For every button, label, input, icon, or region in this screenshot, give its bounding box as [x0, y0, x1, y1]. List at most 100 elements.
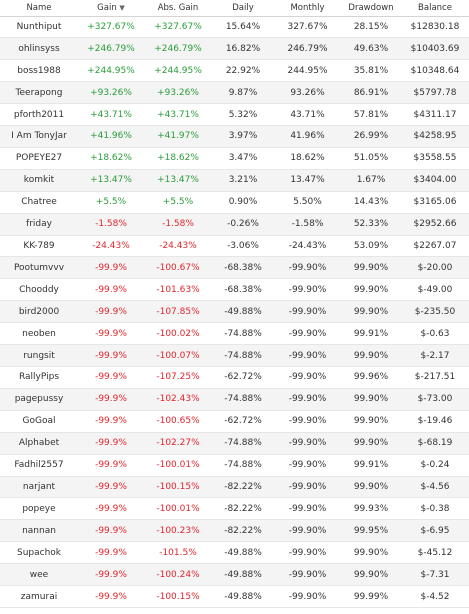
cell-drawdown: 99.90%: [341, 541, 401, 565]
cell-balance: $-0.24: [401, 454, 469, 477]
cell-name[interactable]: pagepussy: [0, 388, 78, 411]
cell-name[interactable]: neoben: [0, 322, 78, 346]
cell-daily: -3.06%: [212, 235, 274, 258]
cell-name[interactable]: Teerapong: [0, 81, 78, 105]
cell-name[interactable]: bird2000: [0, 300, 78, 324]
table-row[interactable]: nannan -99.9% -100.23% -82.22% -99.90% 99.95%…: [0, 519, 469, 543]
cell-name[interactable]: zamurai: [0, 585, 78, 608]
cell-balance: $-7.31: [401, 563, 469, 587]
table-row[interactable]: Fadhil2557 -99.9% -100.01% -74.88% -99.90% 99…: [0, 454, 469, 477]
cell-name[interactable]: pforth2011: [0, 103, 78, 127]
column-header-drawdown[interactable]: Drawdown: [341, 0, 401, 17]
table-row[interactable]: Alphabet -99.9% -102.27% -74.88% -99.90% 99.9…: [0, 432, 469, 455]
cell-abs-gain: -100.65%: [144, 410, 212, 433]
cell-name[interactable]: POPEYE27: [0, 147, 78, 170]
table-row[interactable]: komkit +13.47% +13.47% 3.21% 13.47% 1.67% $340…: [0, 169, 469, 192]
table-row[interactable]: bird2000 -99.9% -107.85% -49.88% -99.90% 99.9…: [0, 300, 469, 324]
cell-drawdown: 1.67%: [341, 169, 401, 192]
cell-drawdown: 99.91%: [341, 454, 401, 477]
table-row[interactable]: Nunthiput +327.67% +327.67% 15.64% 327.67% 28…: [0, 16, 469, 39]
cell-name[interactable]: Supachok: [0, 541, 78, 565]
cell-name[interactable]: narjant: [0, 476, 78, 499]
table-row[interactable]: friday -1.58% -1.58% -0.26% -1.58% 52.33% $295…: [0, 213, 469, 236]
cell-balance: $-235.50: [401, 300, 469, 324]
cell-name[interactable]: I Am TonyJar: [0, 125, 78, 148]
cell-gain: -99.9%: [78, 541, 144, 565]
cell-monthly: -99.90%: [274, 322, 341, 346]
cell-name[interactable]: komkit: [0, 169, 78, 192]
table-row[interactable]: pforth2011 +43.71% +43.71% 5.32% 43.71% 57.81…: [0, 103, 469, 127]
cell-balance: $-49.00: [401, 278, 469, 302]
table-row[interactable]: popeye -99.9% -100.01% -82.22% -99.90% 99.93%…: [0, 497, 469, 521]
table-row[interactable]: zamurai -99.9% -100.15% -49.88% -99.90% 99.99…: [0, 585, 469, 608]
cell-name[interactable]: popeye: [0, 497, 78, 521]
table-row[interactable]: ohlinsyss +246.79% +246.79% 16.82% 246.79% 49…: [0, 37, 469, 61]
cell-daily: -74.88%: [212, 432, 274, 455]
table-row[interactable]: Teerapong +93.26% +93.26% 9.87% 93.26% 86.91%…: [0, 81, 469, 105]
cell-monthly: -99.90%: [274, 366, 341, 389]
cell-name[interactable]: GoGoal: [0, 410, 78, 433]
cell-name[interactable]: Fadhil2557: [0, 454, 78, 477]
cell-daily: 22.92%: [212, 59, 274, 83]
cell-balance: $2267.07: [401, 235, 469, 258]
cell-drawdown: 99.90%: [341, 410, 401, 433]
column-header-name[interactable]: Name: [0, 0, 78, 17]
table-row[interactable]: Chooddy -99.9% -101.63% -68.38% -99.90% 99.90…: [0, 278, 469, 302]
column-header-daily[interactable]: Daily: [212, 0, 274, 17]
table-row[interactable]: narjant -99.9% -100.15% -82.22% -99.90% 99.90…: [0, 476, 469, 499]
table-row[interactable]: wee -99.9% -100.24% -49.88% -99.90% 99.90% $-7…: [0, 563, 469, 587]
cell-name[interactable]: RallyPips: [0, 366, 78, 389]
column-header-monthly[interactable]: Monthly: [274, 0, 341, 17]
cell-name[interactable]: boss1988: [0, 59, 78, 83]
cell-monthly: -99.90%: [274, 585, 341, 608]
column-header-balance[interactable]: Balance: [401, 0, 469, 17]
table-row[interactable]: neoben -99.9% -100.02% -74.88% -99.90% 99.91%…: [0, 322, 469, 346]
cell-name[interactable]: Chatree: [0, 191, 78, 214]
column-header-abs-gain[interactable]: Abs. Gain: [144, 0, 212, 17]
cell-balance: $5797.78: [401, 81, 469, 105]
cell-monthly: 246.79%: [274, 37, 341, 61]
table-row[interactable]: RallyPips -99.9% -107.25% -62.72% -99.90% 99.…: [0, 366, 469, 389]
cell-abs-gain: -100.15%: [144, 476, 212, 499]
cell-balance: $4311.17: [401, 103, 469, 127]
table-row[interactable]: POPEYE27 +18.62% +18.62% 3.47% 18.62% 51.05% $…: [0, 147, 469, 170]
cell-balance: $-4.52: [401, 585, 469, 608]
cell-name[interactable]: Alphabet: [0, 432, 78, 455]
cell-daily: 3.47%: [212, 147, 274, 170]
cell-abs-gain: +41.97%: [144, 125, 212, 148]
cell-daily: -68.38%: [212, 278, 274, 302]
cell-name[interactable]: friday: [0, 213, 78, 236]
cell-drawdown: 26.99%: [341, 125, 401, 148]
cell-monthly: -99.90%: [274, 256, 341, 280]
cell-name[interactable]: ohlinsyss: [0, 37, 78, 61]
cell-balance: $-217.51: [401, 366, 469, 389]
cell-name[interactable]: Nunthiput: [0, 16, 78, 39]
table-row[interactable]: Pootumvvv -99.9% -100.67% -68.38% -99.90% 99.…: [0, 256, 469, 280]
table-row[interactable]: Supachok -99.9% -101.5% -49.88% -99.90% 99.90…: [0, 541, 469, 565]
cell-abs-gain: -100.24%: [144, 563, 212, 587]
cell-name[interactable]: KK-789: [0, 235, 78, 258]
cell-drawdown: 99.91%: [341, 322, 401, 346]
column-header-label: Monthly: [290, 2, 325, 13]
cell-name[interactable]: Pootumvvv: [0, 256, 78, 280]
cell-abs-gain: -100.01%: [144, 454, 212, 477]
cell-name[interactable]: Chooddy: [0, 278, 78, 302]
table-row[interactable]: rungsit -99.9% -100.07% -74.88% -99.90% 99.90…: [0, 344, 469, 367]
cell-name[interactable]: rungsit: [0, 344, 78, 367]
cell-abs-gain: -100.15%: [144, 585, 212, 608]
cell-drawdown: 99.96%: [341, 366, 401, 389]
table-row[interactable]: KK-789 -24.43% -24.43% -3.06% -24.43% 53.09% $…: [0, 235, 469, 258]
table-row[interactable]: Chatree +5.5% +5.5% 0.90% 5.50% 14.43% $3165.0…: [0, 191, 469, 214]
column-header-gain[interactable]: Gain ▼: [78, 0, 144, 17]
cell-monthly: -1.58%: [274, 213, 341, 236]
table-row[interactable]: pagepussy -99.9% -102.43% -74.88% -99.90% 99.…: [0, 388, 469, 411]
cell-drawdown: 28.15%: [341, 16, 401, 39]
table-row[interactable]: boss1988 +244.95% +244.95% 22.92% 244.95% 35.…: [0, 59, 469, 83]
cell-name[interactable]: wee: [0, 563, 78, 587]
cell-abs-gain: +246.79%: [144, 37, 212, 61]
cell-balance: $-68.19: [401, 432, 469, 455]
table-row[interactable]: GoGoal -99.9% -100.65% -62.72% -99.90% 99.90%…: [0, 410, 469, 433]
cell-name[interactable]: nannan: [0, 519, 78, 543]
table-row[interactable]: I Am TonyJar +41.96% +41.97% 3.97% 41.96% 26.…: [0, 125, 469, 148]
cell-drawdown: 99.95%: [341, 519, 401, 543]
